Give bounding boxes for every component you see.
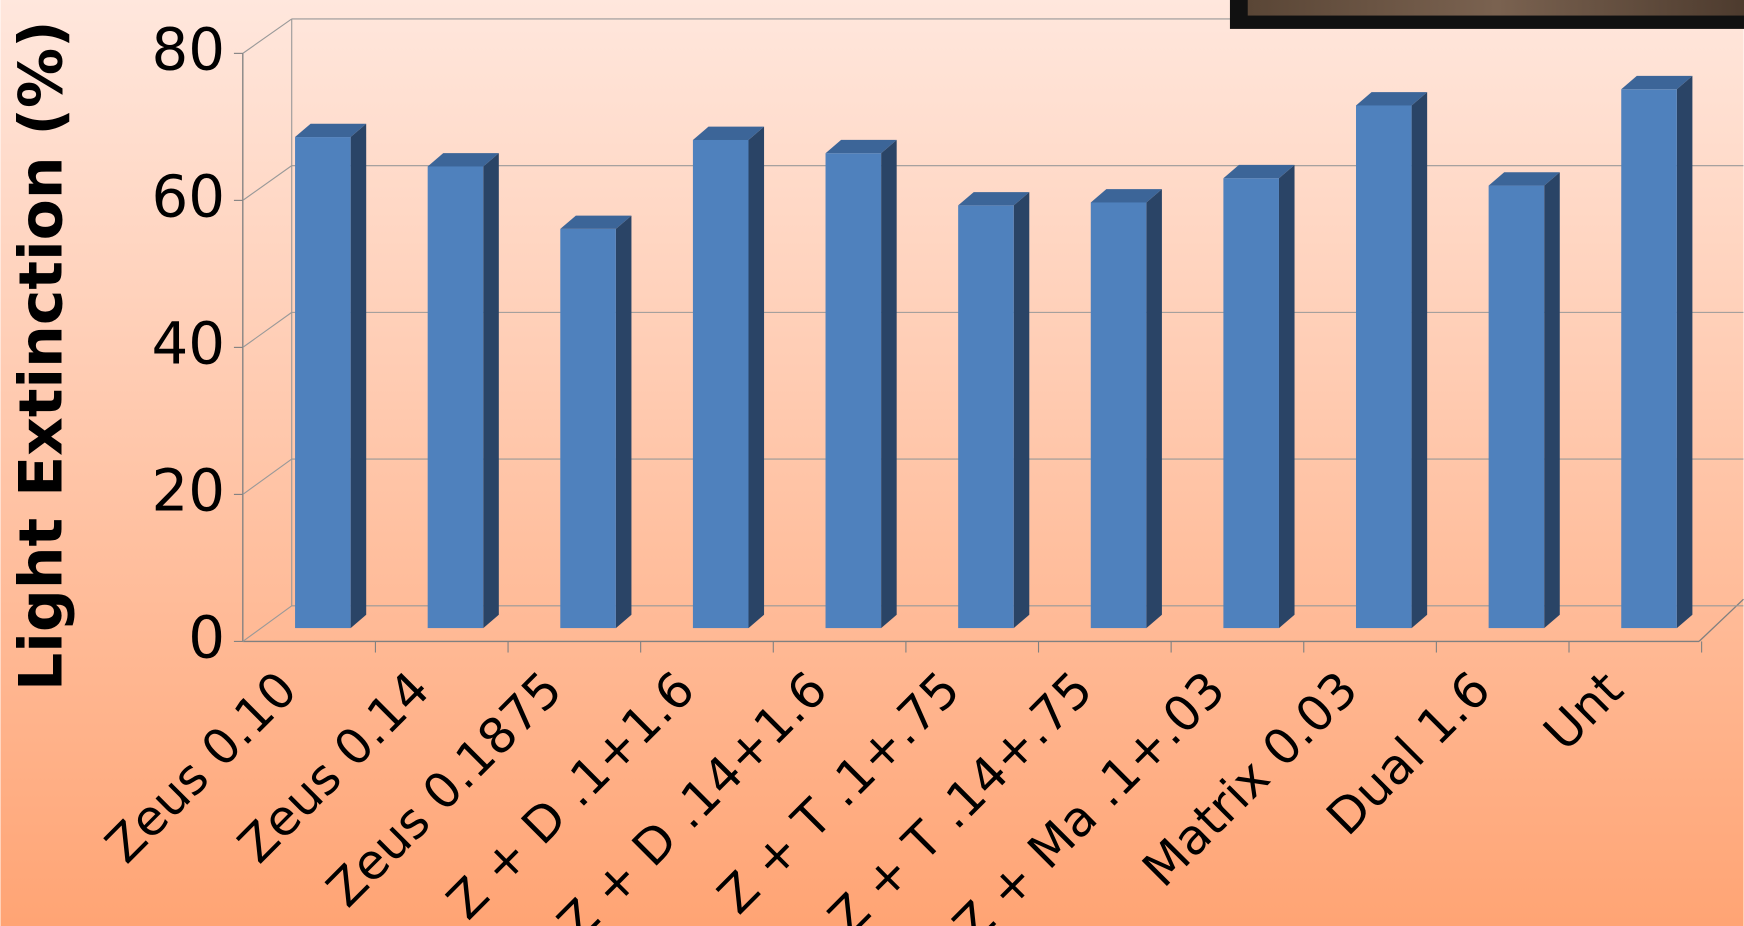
bar-side <box>1544 172 1560 629</box>
y-tick-label: 80 <box>151 15 225 83</box>
bar-side <box>1676 75 1693 629</box>
bar <box>958 205 1014 629</box>
bar-top <box>295 123 367 138</box>
bar-side <box>350 123 367 629</box>
bar-top <box>692 126 765 140</box>
bar <box>560 228 616 629</box>
grid-line-side <box>242 311 293 348</box>
y-tick-label: 20 <box>151 457 225 525</box>
bar-top <box>1488 172 1560 186</box>
grid-line-side <box>242 165 293 201</box>
bar <box>1621 89 1677 629</box>
bar <box>427 166 484 629</box>
y-tick-label: 40 <box>151 309 225 377</box>
bar <box>1356 105 1412 629</box>
bar-top <box>825 139 897 154</box>
bar-side <box>1146 189 1162 629</box>
y-tick-label: 0 <box>188 604 225 672</box>
bar-side <box>1013 192 1030 629</box>
bar-side <box>483 153 499 629</box>
bar-side <box>748 126 765 629</box>
bar-side <box>1278 164 1295 629</box>
bar-side <box>615 215 632 629</box>
grid-line-side <box>242 458 293 495</box>
bar <box>692 139 749 629</box>
bar-top <box>958 192 1030 206</box>
bar <box>295 137 351 629</box>
bar-top <box>1621 75 1693 90</box>
grid-line-side <box>242 605 293 642</box>
bar <box>1090 202 1147 629</box>
bar-top <box>560 215 632 229</box>
bar-top <box>1356 92 1428 106</box>
photo <box>1247 0 1744 16</box>
bar <box>1488 185 1545 629</box>
bar-top <box>1090 189 1162 203</box>
bar-side <box>881 139 897 629</box>
y-tick-label: 60 <box>151 162 225 230</box>
bar-top <box>427 153 499 167</box>
bar-top <box>1223 164 1295 179</box>
bar-side <box>1411 92 1428 629</box>
grid-line-side <box>242 18 293 54</box>
bar <box>825 153 882 629</box>
bar <box>1223 178 1279 629</box>
y-axis-title: Light Extinction (%) <box>7 20 77 690</box>
